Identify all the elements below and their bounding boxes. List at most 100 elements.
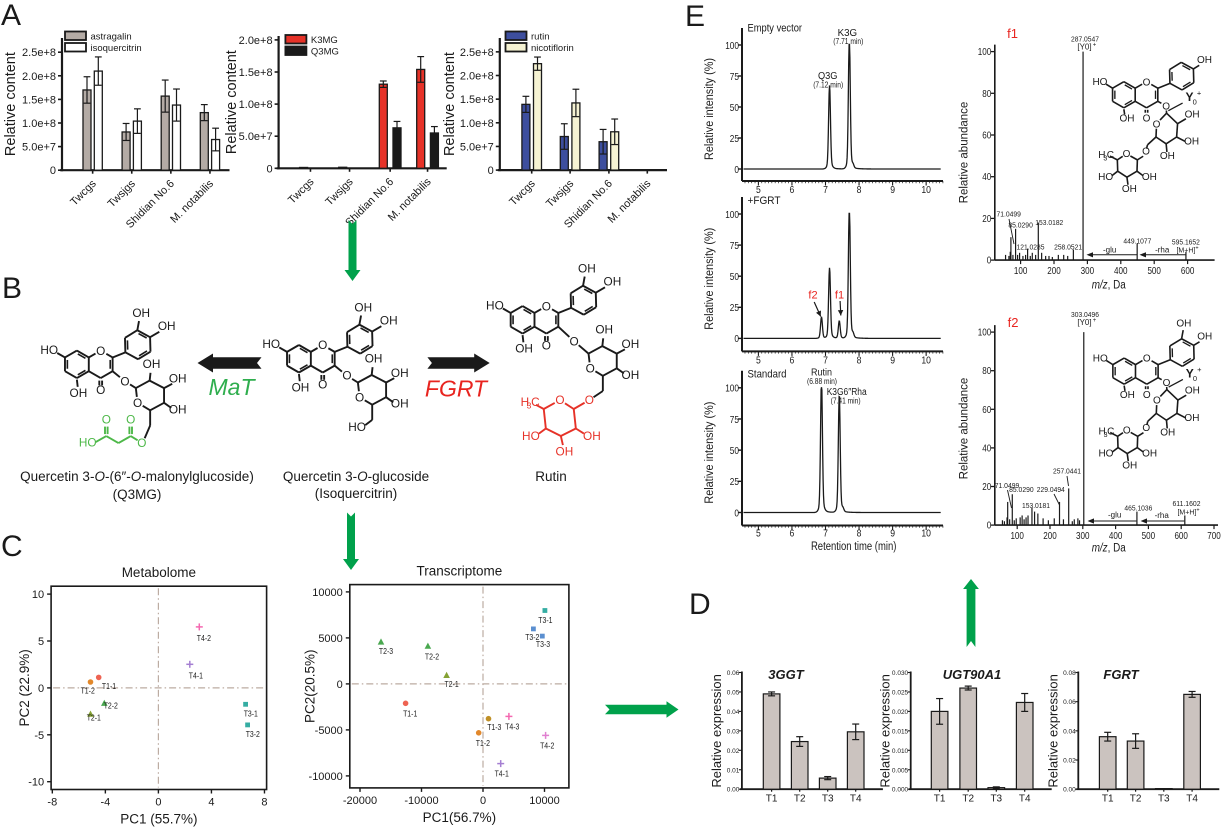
svg-text:HO: HO xyxy=(522,429,540,443)
svg-text:HO: HO xyxy=(1098,448,1113,459)
svg-text:T2: T2 xyxy=(794,794,806,805)
svg-text:OH: OH xyxy=(1142,448,1157,459)
svg-text:0.030: 0.030 xyxy=(892,670,909,677)
svg-text:Metabolome: Metabolome xyxy=(122,565,196,580)
svg-text:1.5e+8: 1.5e+8 xyxy=(22,94,56,106)
svg-text:200: 200 xyxy=(1047,265,1061,277)
svg-text:OH: OH xyxy=(622,337,640,351)
svg-text:FGRT: FGRT xyxy=(1103,667,1139,682)
svg-text:7: 7 xyxy=(823,355,828,367)
svg-text:+: + xyxy=(1197,365,1202,374)
svg-text:HO: HO xyxy=(262,337,280,351)
svg-text:465.1036: 465.1036 xyxy=(1124,504,1152,513)
svg-text:f1: f1 xyxy=(835,290,844,302)
svg-text:PC2(20.5%): PC2(20.5%) xyxy=(303,649,318,723)
svg-text:nicotiflorin: nicotiflorin xyxy=(531,43,574,54)
svg-text:25: 25 xyxy=(730,302,739,314)
svg-text:T2-2: T2-2 xyxy=(425,653,440,662)
svg-text:(7.71 min): (7.71 min) xyxy=(833,37,863,46)
svg-text:8: 8 xyxy=(261,797,267,809)
svg-text:OH: OH xyxy=(292,381,310,395)
svg-text:T4: T4 xyxy=(1186,794,1198,805)
svg-text:100: 100 xyxy=(1010,530,1024,542)
svg-text:f2: f2 xyxy=(1008,315,1019,330)
svg-text:2.5e+8: 2.5e+8 xyxy=(460,47,494,59)
svg-text:0.020: 0.020 xyxy=(892,709,909,716)
svg-text:O: O xyxy=(1153,119,1161,130)
svg-text:71.0499: 71.0499 xyxy=(996,210,1021,219)
svg-text:OH: OH xyxy=(158,319,176,333)
svg-text:8: 8 xyxy=(857,528,862,540)
svg-text:O: O xyxy=(355,390,364,404)
svg-text:OH: OH xyxy=(1184,413,1199,424)
svg-text:+: + xyxy=(1197,88,1202,97)
svg-text:80: 80 xyxy=(982,365,991,377)
svg-text:T3-1: T3-1 xyxy=(538,616,553,625)
svg-text:O: O xyxy=(585,393,594,407)
svg-text:Rutin: Rutin xyxy=(811,368,832,379)
svg-text:(7.41 min): (7.41 min) xyxy=(831,397,861,406)
svg-text:0.06: 0.06 xyxy=(1063,699,1076,706)
svg-text:OH: OH xyxy=(132,306,150,320)
svg-text:100: 100 xyxy=(725,40,739,52)
svg-text:+FGRT: +FGRT xyxy=(748,195,781,207)
svg-text:0: 0 xyxy=(38,683,44,695)
svg-text:OH: OH xyxy=(70,386,88,400)
svg-text:Quercetin 3-O-(6″-O-malonylglu: Quercetin 3-O-(6″-O-malonylglucoside) xyxy=(20,469,254,484)
svg-text:303.0496: 303.0496 xyxy=(1071,310,1099,319)
svg-text:5000: 5000 xyxy=(318,633,342,645)
svg-text:C: C xyxy=(1,530,23,563)
svg-text:600: 600 xyxy=(1174,530,1188,542)
svg-text:O: O xyxy=(1163,378,1171,389)
svg-text:50: 50 xyxy=(730,445,739,457)
svg-text:O: O xyxy=(126,412,135,426)
svg-text:O: O xyxy=(1142,423,1150,434)
svg-text:60: 60 xyxy=(982,130,991,142)
svg-text:0.010: 0.010 xyxy=(892,748,909,755)
svg-text:Relative intensity (%): Relative intensity (%) xyxy=(704,228,716,330)
svg-text:2.0e+8: 2.0e+8 xyxy=(239,35,273,47)
svg-text:H: H xyxy=(1099,427,1106,438)
svg-text:6: 6 xyxy=(790,528,795,540)
svg-text:OH: OH xyxy=(143,357,161,371)
svg-text:T4-1: T4-1 xyxy=(495,769,510,778)
svg-text:0: 0 xyxy=(1193,374,1197,383)
svg-text:0: 0 xyxy=(987,520,992,532)
svg-text:-glu: -glu xyxy=(1103,246,1116,255)
svg-text:3: 3 xyxy=(527,402,532,411)
svg-text:0.015: 0.015 xyxy=(892,728,909,735)
svg-text:257.0441: 257.0441 xyxy=(1053,467,1081,476)
svg-text:HO: HO xyxy=(40,343,58,357)
svg-text:K3MG: K3MG xyxy=(311,35,338,46)
svg-text:+: + xyxy=(1196,508,1199,514)
svg-text:Relative intensity (%): Relative intensity (%) xyxy=(704,401,716,503)
svg-text:100: 100 xyxy=(725,383,739,395)
svg-text:-5: -5 xyxy=(34,730,44,742)
svg-text:O: O xyxy=(1143,390,1151,401)
svg-text:6: 6 xyxy=(790,355,795,367)
svg-text:Q3G: Q3G xyxy=(818,71,838,82)
svg-text:T1: T1 xyxy=(1102,794,1114,805)
svg-text:10: 10 xyxy=(921,355,931,367)
svg-text:Relative expression: Relative expression xyxy=(878,674,893,787)
svg-text:300: 300 xyxy=(1076,530,1090,542)
svg-text:100: 100 xyxy=(978,46,992,58)
svg-text:+: + xyxy=(1093,43,1097,49)
svg-text:500: 500 xyxy=(1142,530,1156,542)
svg-text:OH: OH xyxy=(583,429,601,443)
svg-text:Relative intensity (%): Relative intensity (%) xyxy=(704,58,716,160)
svg-text:0: 0 xyxy=(337,679,343,691)
svg-text:H: H xyxy=(521,395,530,409)
svg-text:O: O xyxy=(1143,114,1151,125)
svg-text:10: 10 xyxy=(921,184,931,196)
svg-text:1.5e+8: 1.5e+8 xyxy=(460,94,494,106)
svg-text:HO: HO xyxy=(348,420,366,434)
svg-text:C: C xyxy=(531,395,540,409)
svg-text:UGT90A1: UGT90A1 xyxy=(943,667,1002,682)
svg-text:OH: OH xyxy=(1185,109,1200,120)
svg-text:K3G: K3G xyxy=(838,28,858,39)
svg-text:Y: Y xyxy=(1185,90,1193,104)
svg-text:6: 6 xyxy=(790,184,795,196)
svg-text:8: 8 xyxy=(857,355,862,367)
svg-text:isoquercitrin: isoquercitrin xyxy=(91,43,142,54)
